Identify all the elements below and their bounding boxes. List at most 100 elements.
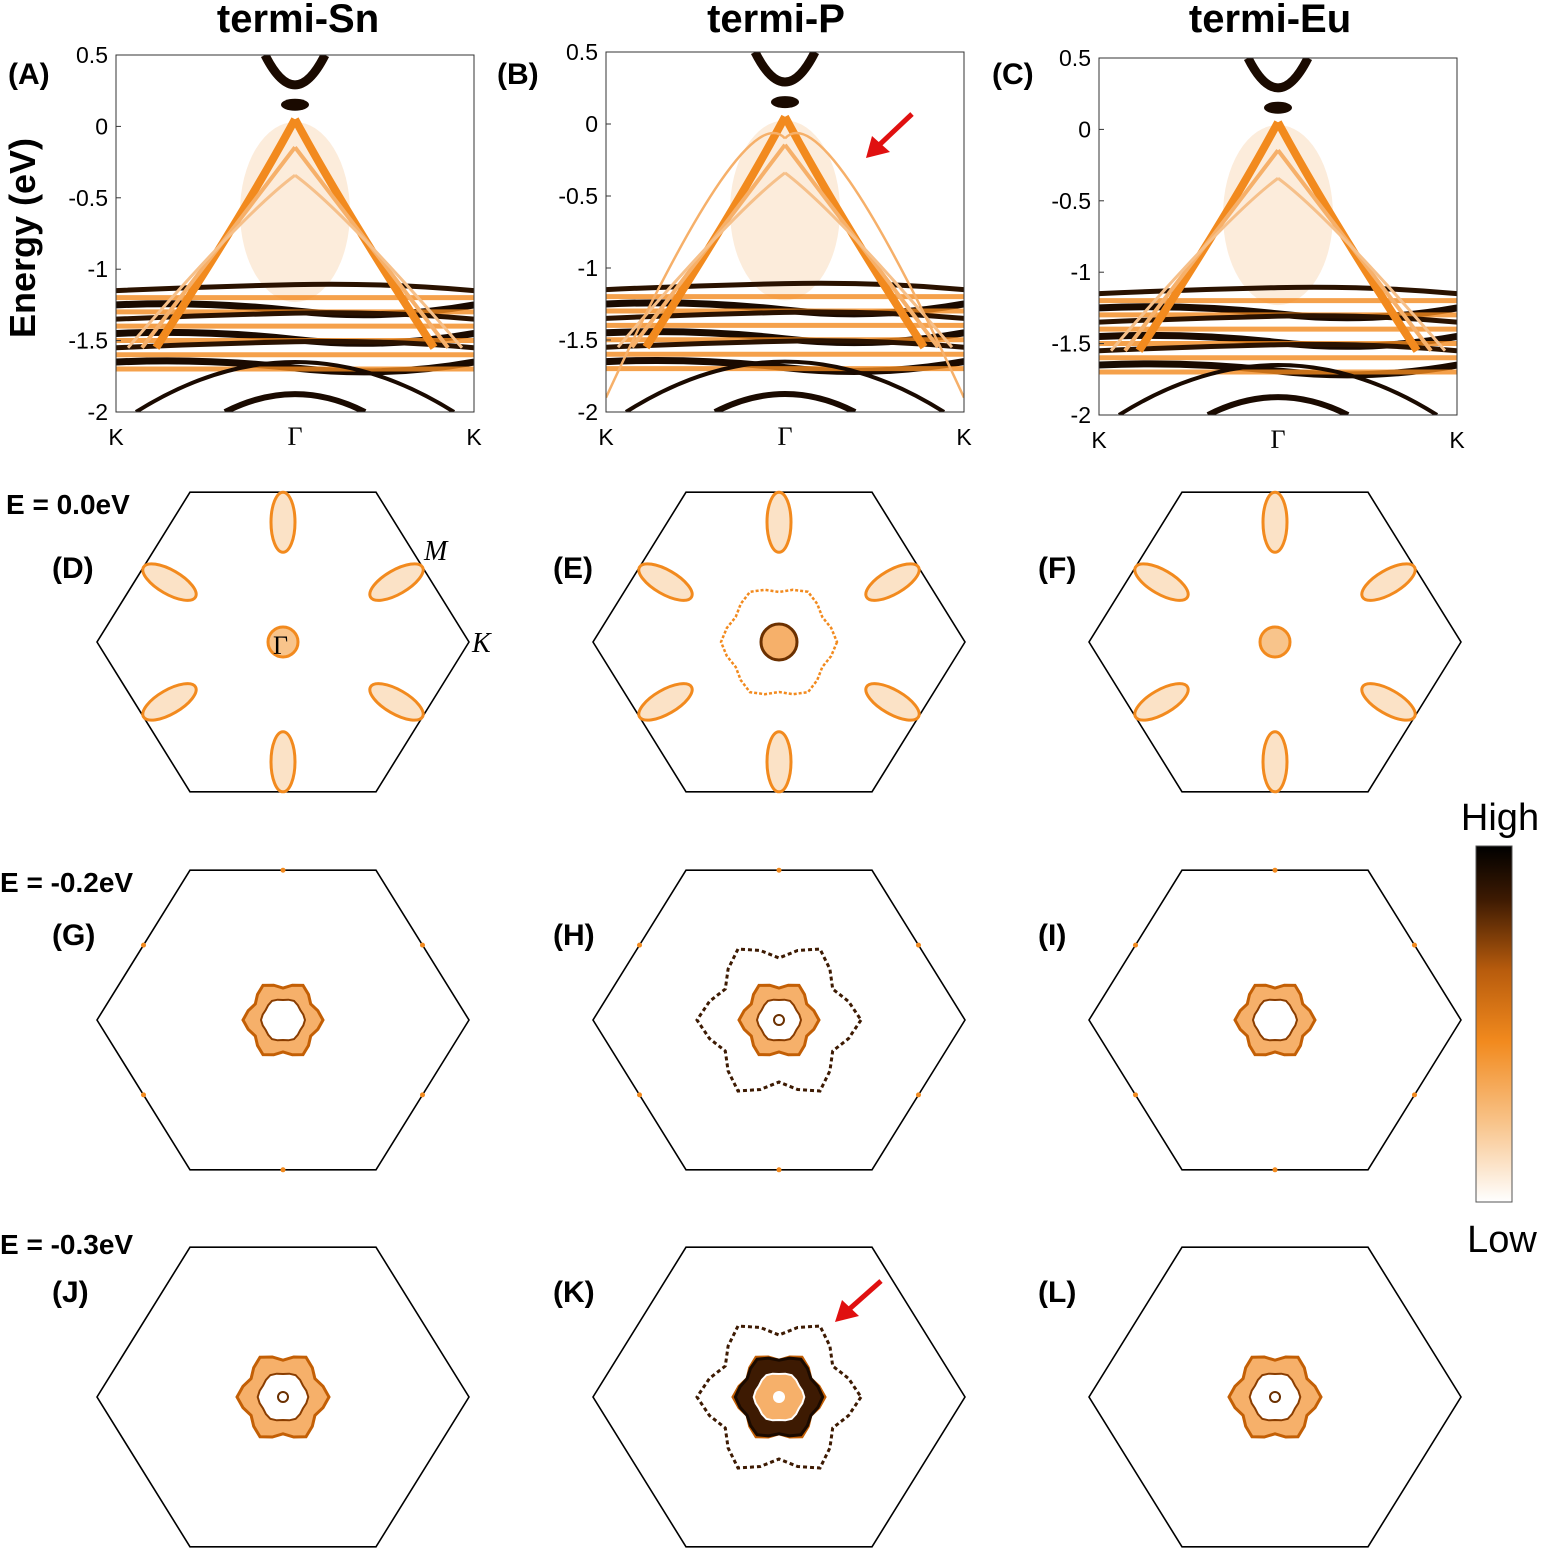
m-pocket <box>1261 490 1289 554</box>
m-dot <box>776 867 782 873</box>
panel-label-h: (H) <box>553 919 595 952</box>
ytick-label: -2 <box>578 399 598 425</box>
fs-panel-r0-c2 <box>1088 490 1462 794</box>
m-pocket <box>269 490 297 554</box>
m-pocket <box>765 490 793 554</box>
dispersive-band-left <box>140 146 297 349</box>
fs-panel-r1-c0 <box>96 867 470 1173</box>
brillouin-zone <box>1088 1246 1462 1548</box>
xtick-label: K <box>1091 427 1107 453</box>
m-dot <box>637 942 643 948</box>
bz-label-gamma: Γ <box>273 631 288 660</box>
xtick-label: Γ <box>777 422 792 451</box>
panel-label-a: (A) <box>8 58 50 91</box>
dispersive-band-left <box>1109 177 1279 352</box>
m-dot <box>1272 1167 1278 1173</box>
brillouin-zone <box>592 491 966 793</box>
arrow-annotation-b <box>866 112 914 158</box>
brillouin-zone <box>1088 869 1462 1171</box>
surface-state-contour <box>695 947 863 1093</box>
m-pocket <box>864 562 921 602</box>
dispersive-band-right <box>1276 149 1433 352</box>
gamma-contour-inner <box>755 998 803 1042</box>
fs-panel-r0-c1 <box>592 490 966 794</box>
m-dot <box>280 867 286 873</box>
panel-label-b: (B) <box>497 58 539 91</box>
m-dot <box>776 1167 782 1173</box>
dispersive-band-right <box>293 146 450 349</box>
panel-label-j: (J) <box>52 1276 89 1309</box>
fs-panel-r2-c1 <box>592 1246 966 1548</box>
header-termi-eu: termi-Eu <box>1189 0 1351 41</box>
xtick-label: Γ <box>1270 425 1285 454</box>
m-dot <box>280 1167 286 1173</box>
m-pocket <box>1360 562 1417 602</box>
m-dot <box>915 1092 921 1098</box>
ytick-label: -0.5 <box>1051 188 1091 214</box>
m-pocket <box>1133 682 1190 722</box>
ytick-label: -0.5 <box>558 183 598 209</box>
ytick-label: 0.5 <box>566 39 598 65</box>
colorbar-low-label: Low <box>1467 1219 1537 1261</box>
m-pocket <box>864 682 921 722</box>
energy-label-row2: E = -0.2eV <box>0 867 133 898</box>
band-frame <box>115 54 475 413</box>
lower-band <box>713 391 857 412</box>
surface-state-left <box>606 131 786 399</box>
gamma-contour-inner <box>1251 998 1299 1042</box>
ytick-label: -2 <box>1071 402 1091 428</box>
m-dot <box>1133 1092 1139 1098</box>
gamma-pocket <box>266 625 300 659</box>
bz-label-k: K <box>471 628 492 659</box>
flat-band <box>606 338 964 350</box>
brillouin-zone <box>96 491 470 793</box>
m-dot <box>915 942 921 948</box>
m-dot <box>1272 867 1278 873</box>
colorbar <box>1475 845 1513 1203</box>
panel-label-d: (D) <box>52 552 94 585</box>
m-pocket <box>269 730 297 794</box>
dispersive-band-left <box>126 174 296 349</box>
m-dot <box>141 1092 147 1098</box>
ytick-label: 0 <box>1078 116 1091 142</box>
gamma-center <box>773 1014 785 1026</box>
brillouin-zone <box>96 1246 470 1548</box>
fs-panel-r1-c2 <box>1088 867 1462 1173</box>
lower-band <box>1206 394 1350 415</box>
xtick-label: K <box>108 424 124 450</box>
m-dot <box>637 1092 643 1098</box>
surface-state-contour <box>695 1324 863 1470</box>
flat-band <box>116 310 474 322</box>
flat-band <box>116 338 474 351</box>
m-pocket <box>368 682 425 722</box>
ytick-label: -1 <box>578 255 598 281</box>
m-dot <box>419 942 425 948</box>
band-frame <box>605 51 965 413</box>
brillouin-zone <box>96 869 470 1171</box>
m-dot <box>1411 1092 1417 1098</box>
ytick-label: 0 <box>585 111 598 137</box>
flat-band <box>116 281 474 294</box>
m-pocket <box>1261 730 1289 794</box>
energy-label-row1: E = 0.0eV <box>6 489 130 520</box>
dispersive-band-right <box>294 174 464 349</box>
panel-label-k: (K) <box>553 1276 595 1309</box>
gamma-contour-inner <box>1248 1372 1302 1422</box>
gamma-contour-inner <box>259 998 307 1042</box>
flat-band <box>1099 313 1457 325</box>
panel-label-f: (F) <box>1038 552 1076 585</box>
dispersive-band-right <box>783 143 940 349</box>
gamma-center <box>277 1391 289 1403</box>
gamma-contour-inner <box>256 1372 310 1422</box>
flat-band <box>606 309 964 321</box>
gamma-center-dot <box>773 1391 785 1403</box>
surface-state-contour <box>719 588 839 696</box>
dispersive-band-left <box>630 143 787 349</box>
conduction-band-bottom <box>281 98 309 111</box>
m-pocket <box>368 562 425 602</box>
dispersive-band-left <box>1123 149 1280 352</box>
ytick-label: -1.5 <box>1051 331 1091 357</box>
panel-label-c: (C) <box>992 58 1034 91</box>
lower-band-2 <box>1117 363 1439 415</box>
